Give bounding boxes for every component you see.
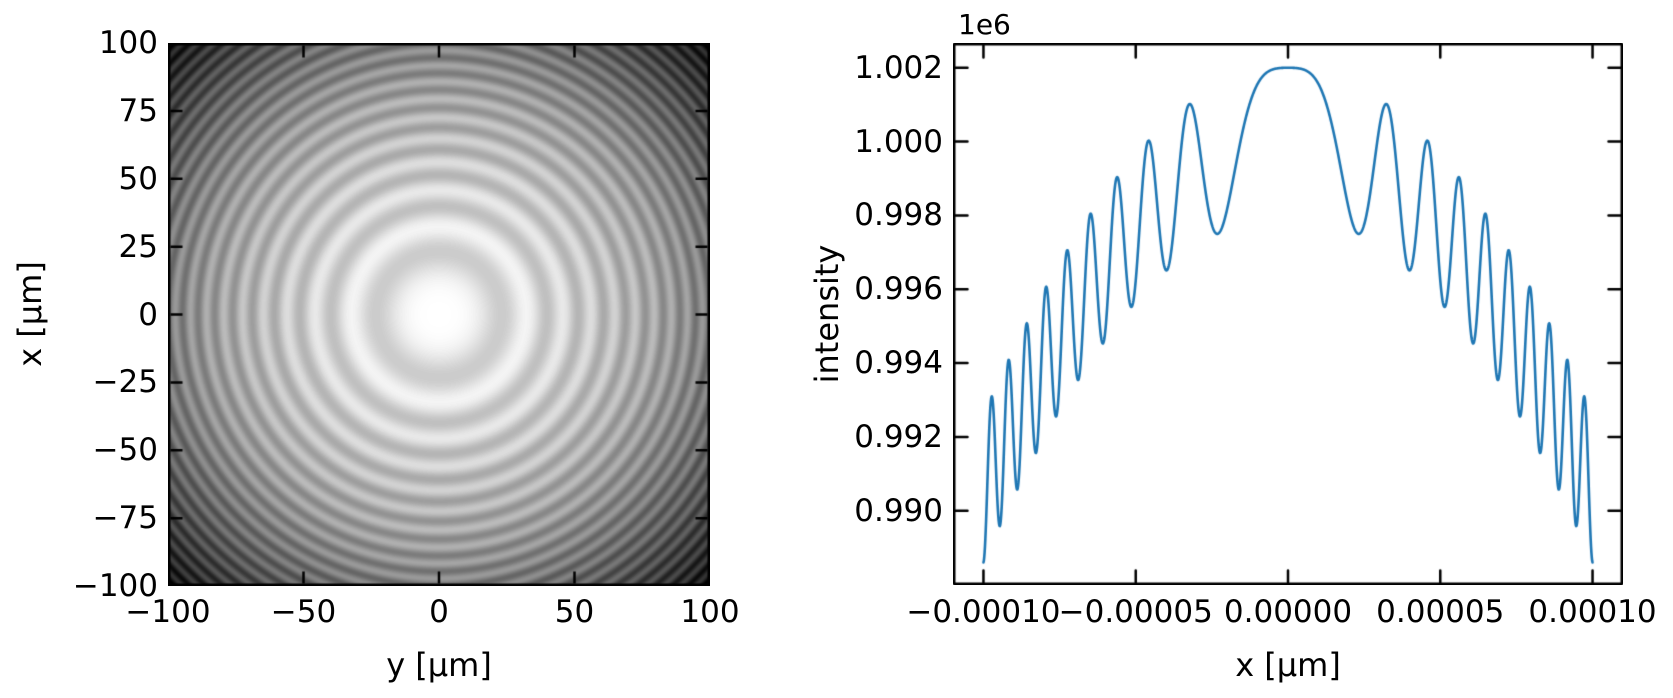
right-plot-xtick-label: 0.00010 — [1528, 594, 1657, 630]
left-plot-ytick-label: 100 — [98, 25, 158, 61]
left-plot-ytick-label: 0 — [138, 296, 158, 333]
left-plot-xtick-label: 50 — [554, 594, 595, 630]
left-plot-xtick-label: −50 — [270, 594, 337, 630]
right-plot-xtick-label: 0.00005 — [1376, 594, 1505, 630]
fresnel-pattern-plot — [168, 43, 710, 586]
intensity-curve — [953, 43, 1623, 585]
right-plot-xtick-label: −0.00005 — [1058, 594, 1213, 630]
intensity-line-plot — [953, 43, 1623, 585]
fresnel-pattern-image — [168, 43, 710, 586]
right-plot-xtick-label: 0.00000 — [1223, 594, 1353, 630]
right-plot-ytick-label: 0.990 — [854, 492, 943, 529]
right-plot-ytick-label: 0.992 — [854, 418, 943, 455]
right-plot-ytick-label: 0.998 — [854, 197, 943, 234]
left-plot-ytick-label: −50 — [92, 432, 158, 469]
right-plot-xlabel: x [μm] — [1235, 646, 1341, 684]
left-plot-xtick-label: 0 — [429, 594, 449, 630]
left-plot-xtick-label: −100 — [125, 594, 211, 630]
right-plot-ytick-label: 0.996 — [854, 271, 943, 308]
left-plot-xlabel: y [μm] — [386, 646, 492, 684]
y-axis-offset-text: 1e6 — [958, 8, 1011, 41]
right-plot-ytick-label: 0.994 — [854, 345, 943, 382]
left-plot-ytick-label: −75 — [92, 500, 158, 537]
left-plot-ytick-label: −100 — [72, 568, 158, 604]
right-plot-ytick-label: 1.000 — [854, 123, 943, 160]
left-plot-ytick-label: −25 — [92, 364, 158, 401]
left-plot-ytick-label: 50 — [118, 160, 158, 197]
left-plot-xtick-label: 100 — [680, 594, 740, 630]
right-plot-xtick-label: −0.00010 — [906, 594, 1061, 630]
left-plot-ytick-label: 25 — [118, 228, 158, 265]
left-plot-ytick-label: 75 — [118, 92, 158, 129]
right-plot-ytick-label: 1.002 — [854, 49, 943, 86]
